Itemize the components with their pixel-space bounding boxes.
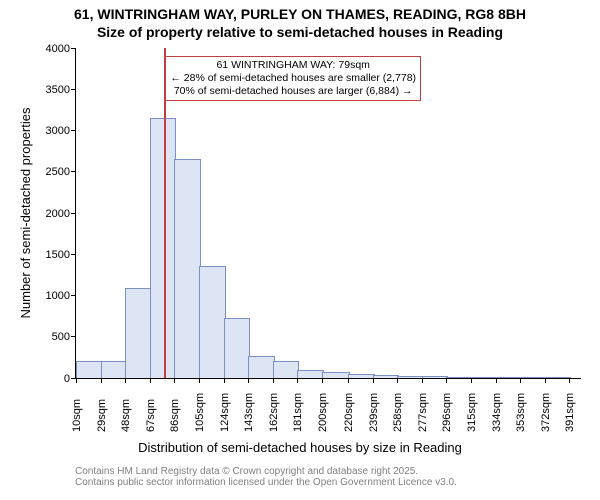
x-tick-mark [446,378,447,383]
y-tick-label: 0 [64,373,76,385]
histogram-bar [273,361,300,379]
x-tick-label: 258sqm [392,389,404,432]
annotation-box: 61 WINTRINGHAM WAY: 79sqm ← 28% of semi-… [165,56,421,101]
x-axis-label: Distribution of semi-detached houses by … [0,440,600,455]
x-tick-label: 86sqm [169,395,181,432]
x-tick-label: 29sqm [96,395,108,432]
histogram-bar [248,356,275,378]
y-tick-label: 1000 [46,290,76,302]
x-tick-mark [150,378,151,383]
y-tick-label: 2500 [46,166,76,178]
x-tick-mark [520,378,521,383]
x-tick-label: 200sqm [317,389,329,432]
histogram-bar [322,372,350,378]
annotation-line2: ← 28% of semi-detached houses are smalle… [170,72,416,85]
x-tick-mark [297,378,298,383]
histogram-bar [76,361,103,378]
x-tick-label: 124sqm [219,389,231,432]
x-tick-label: 162sqm [268,389,280,432]
histogram-bar [397,376,424,378]
histogram-bar [496,377,523,378]
x-tick-mark [174,378,175,383]
histogram-bar [373,375,400,378]
x-tick-label: 239sqm [368,389,380,432]
x-tick-mark [248,378,249,383]
y-tick-label: 4000 [46,43,76,55]
histogram-bar [174,159,201,378]
footer-attribution: Contains HM Land Registry data © Crown c… [75,466,457,488]
chart-title-line2: Size of property relative to semi-detach… [0,24,600,40]
chart-container: 61, WINTRINGHAM WAY, PURLEY ON THAMES, R… [0,0,600,500]
x-tick-label: 353sqm [515,389,527,432]
x-tick-mark [373,378,374,383]
y-tick-label: 3000 [46,125,76,137]
histogram-bar [422,376,449,378]
x-tick-label: 220sqm [343,389,355,432]
x-tick-mark [545,378,546,383]
x-tick-label: 10sqm [71,395,83,432]
annotation-line3: 70% of semi-detached houses are larger (… [170,85,416,98]
footer-line1: Contains HM Land Registry data © Crown c… [75,466,457,477]
x-tick-mark [101,378,102,383]
x-tick-mark [569,378,570,383]
histogram-bar [446,377,473,378]
x-tick-label: 67sqm [145,395,157,432]
x-tick-label: 334sqm [491,389,503,432]
x-tick-label: 315sqm [466,389,478,432]
x-tick-mark [322,378,323,383]
x-tick-mark [422,378,423,383]
y-tick-label: 500 [52,331,76,343]
x-tick-mark [471,378,472,383]
histogram-bar [101,361,128,379]
x-tick-label: 48sqm [120,395,132,432]
histogram-bar [545,377,572,378]
y-tick-label: 1500 [46,249,76,261]
annotation-line1: 61 WINTRINGHAM WAY: 79sqm [170,59,416,72]
histogram-bar [297,370,324,378]
x-tick-label: 143sqm [243,389,255,432]
x-tick-mark [496,378,497,383]
y-axis-label: Number of semi-detached properties [18,48,33,378]
histogram-bar [224,318,251,378]
histogram-bar [150,118,177,378]
x-tick-mark [397,378,398,383]
x-tick-mark [76,378,77,383]
x-tick-mark [199,378,200,383]
x-tick-label: 391sqm [564,389,576,432]
histogram-bar [199,266,226,378]
chart-title-line1: 61, WINTRINGHAM WAY, PURLEY ON THAMES, R… [0,6,600,22]
x-tick-mark [348,378,349,383]
y-tick-label: 2000 [46,208,76,220]
plot-area: 0500100015002000250030003500400010sqm29s… [75,48,581,379]
x-tick-label: 181sqm [292,389,304,432]
histogram-bar [348,374,375,378]
histogram-bar [520,377,547,378]
histogram-bar [125,288,152,378]
x-tick-label: 372sqm [540,389,552,432]
x-tick-label: 277sqm [417,389,429,432]
x-tick-mark [273,378,274,383]
histogram-bar [471,377,498,378]
x-tick-label: 296sqm [441,389,453,432]
y-tick-label: 3500 [46,84,76,96]
footer-line2: Contains public sector information licen… [75,477,457,488]
x-tick-label: 105sqm [194,389,206,432]
x-tick-mark [224,378,225,383]
x-tick-mark [125,378,126,383]
